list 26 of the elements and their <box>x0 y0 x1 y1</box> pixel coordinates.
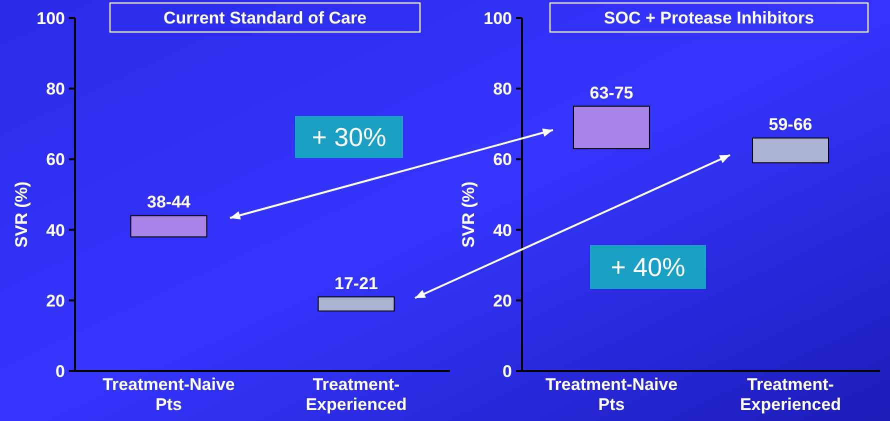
y-axis-title: SVR (%) <box>12 181 31 248</box>
x-tick-label: Treatment-Experienced <box>306 375 407 414</box>
chart-title: SOC + Protease Inhibitors <box>604 8 814 28</box>
annotation: + 30% <box>312 122 386 152</box>
x-tick-label: Treatment-Experienced <box>740 375 842 414</box>
y-tick-label: 20 <box>493 291 512 310</box>
y-tick-label: 60 <box>493 150 512 170</box>
x-tick-label: Treatment-Naive Pts <box>102 375 235 414</box>
y-tick-label: 0 <box>56 362 65 381</box>
y-tick-label: 80 <box>493 80 512 99</box>
y-axis-title: SVR (%) <box>459 181 478 248</box>
y-tick-label: 20 <box>46 291 65 310</box>
data-label: 38-44 <box>147 192 192 212</box>
y-tick-label: 60 <box>46 150 65 170</box>
data-label: 59-66 <box>768 115 812 134</box>
annotation: + 40% <box>610 252 686 282</box>
y-tick-label: 40 <box>46 220 65 240</box>
data-label: 63-75 <box>590 83 634 102</box>
y-tick-label: 80 <box>46 80 65 99</box>
x-tick-label: Treatment-Naive Pts <box>545 375 678 414</box>
y-tick-label: 40 <box>493 220 512 240</box>
y-tick-label: 100 <box>484 8 512 28</box>
y-tick-label: 100 <box>36 8 65 28</box>
y-tick-label: 0 <box>502 362 512 381</box>
data-label: 17-21 <box>334 274 378 293</box>
chart-title: Current Standard of Care <box>163 8 367 28</box>
